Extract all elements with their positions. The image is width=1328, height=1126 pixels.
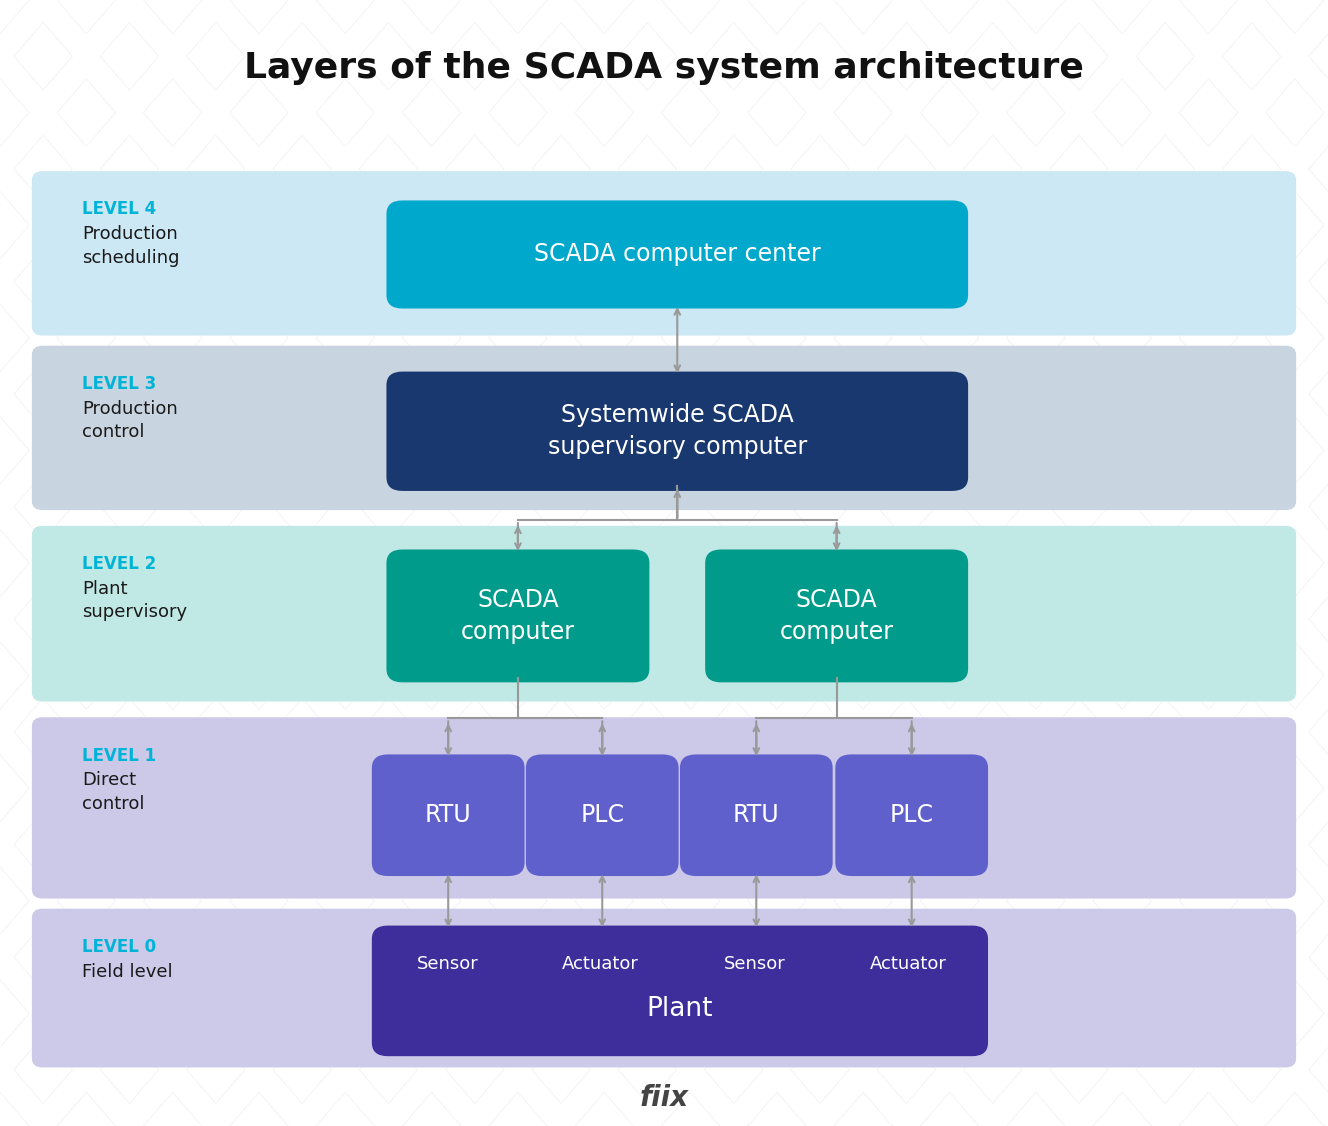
FancyBboxPatch shape [386, 200, 968, 309]
FancyBboxPatch shape [386, 549, 649, 682]
Text: RTU: RTU [425, 803, 471, 828]
Text: Actuator: Actuator [562, 955, 639, 973]
FancyBboxPatch shape [680, 754, 833, 876]
FancyBboxPatch shape [835, 754, 988, 876]
Text: Sensor: Sensor [417, 955, 478, 973]
Text: LEVEL 3: LEVEL 3 [82, 375, 157, 393]
Text: Production
control: Production control [82, 400, 178, 441]
Text: Layers of the SCADA system architecture: Layers of the SCADA system architecture [244, 51, 1084, 84]
Text: SCADA computer center: SCADA computer center [534, 242, 821, 267]
Text: PLC: PLC [890, 803, 934, 828]
Text: LEVEL 0: LEVEL 0 [82, 938, 157, 956]
Text: SCADA
computer: SCADA computer [461, 588, 575, 644]
Text: Production
scheduling: Production scheduling [82, 225, 179, 267]
Text: PLC: PLC [580, 803, 624, 828]
Text: LEVEL 4: LEVEL 4 [82, 200, 157, 218]
Text: Sensor: Sensor [724, 955, 785, 973]
Text: RTU: RTU [733, 803, 780, 828]
Text: Plant
supervisory: Plant supervisory [82, 580, 187, 622]
FancyBboxPatch shape [386, 372, 968, 491]
Text: Direct
control: Direct control [82, 771, 145, 813]
Text: LEVEL 2: LEVEL 2 [82, 555, 157, 573]
Text: Field level: Field level [82, 963, 173, 981]
FancyBboxPatch shape [32, 909, 1296, 1067]
FancyBboxPatch shape [32, 346, 1296, 510]
FancyBboxPatch shape [32, 526, 1296, 701]
FancyBboxPatch shape [705, 549, 968, 682]
FancyBboxPatch shape [32, 717, 1296, 899]
FancyBboxPatch shape [32, 171, 1296, 336]
Text: Actuator: Actuator [870, 955, 947, 973]
FancyBboxPatch shape [372, 926, 988, 1056]
Text: Systemwide SCADA
supervisory computer: Systemwide SCADA supervisory computer [547, 403, 807, 459]
FancyBboxPatch shape [526, 754, 679, 876]
Text: LEVEL 1: LEVEL 1 [82, 747, 157, 765]
Text: fiix: fiix [640, 1084, 688, 1111]
FancyBboxPatch shape [372, 754, 525, 876]
Text: Plant: Plant [647, 997, 713, 1022]
Text: SCADA
computer: SCADA computer [780, 588, 894, 644]
